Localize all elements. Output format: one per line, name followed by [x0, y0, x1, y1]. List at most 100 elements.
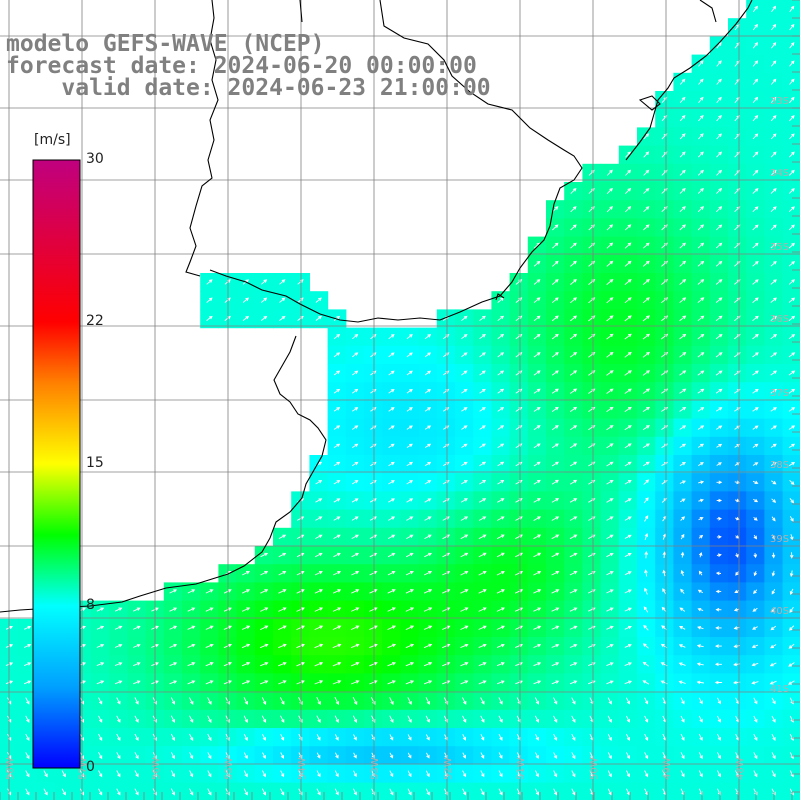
wind-arrow: [424, 425, 432, 430]
wind-arrow: [461, 334, 468, 340]
wind-arrow: [770, 114, 777, 122]
wind-arrow: [96, 662, 105, 667]
wind-arrow: [753, 589, 758, 595]
wind-arrow: [770, 443, 777, 448]
wind-arrow: [369, 643, 378, 649]
wind-arrow: [534, 788, 539, 796]
wind-arrow: [551, 571, 560, 576]
wind-arrow: [406, 480, 414, 485]
wind-arrow: [334, 752, 339, 759]
wind-arrow: [551, 643, 560, 648]
wind-arrow: [697, 333, 705, 340]
wind-arrow: [260, 625, 269, 631]
wind-arrow: [698, 570, 703, 576]
wind-arrow: [698, 770, 703, 778]
wind-arrow: [352, 788, 357, 796]
wind-arrow: [788, 407, 796, 412]
wind-arrow: [497, 352, 505, 358]
wind-arrow: [533, 461, 541, 467]
wind-arrow: [242, 297, 250, 303]
wind-arrow: [333, 407, 341, 412]
wind-arrow: [624, 260, 632, 267]
wind-arrow: [389, 715, 394, 723]
latitude-label: 40S: [770, 606, 789, 617]
wind-arrow: [314, 661, 324, 667]
wind-arrow: [644, 533, 649, 541]
wind-arrow: [134, 788, 139, 796]
wind-arrow: [260, 589, 269, 594]
wind-arrow: [261, 715, 267, 723]
wind-arrow: [314, 589, 323, 594]
wind-arrow: [223, 662, 232, 667]
wind-arrow: [278, 661, 287, 667]
wind-arrow: [170, 788, 175, 796]
wind-arrow: [478, 552, 487, 558]
wind-arrow: [424, 516, 432, 521]
wind-arrow: [187, 680, 196, 685]
wind-arrow: [679, 224, 686, 231]
wind-arrow: [606, 169, 613, 176]
wind-arrow: [698, 752, 703, 760]
wind-arrow: [443, 425, 450, 430]
wind-arrow: [752, 96, 759, 103]
wind-arrow: [496, 662, 505, 667]
wind-arrow: [424, 480, 432, 485]
speed-cell: [782, 746, 800, 765]
wind-arrow: [353, 734, 357, 741]
wind-arrow: [243, 770, 248, 778]
wind-arrow: [187, 625, 196, 630]
wind-arrow: [533, 443, 541, 449]
wind-arrow: [571, 733, 576, 741]
wind-arrow: [425, 697, 430, 705]
wind-arrow: [259, 643, 269, 649]
wind-arrow: [643, 169, 650, 176]
wind-arrow: [569, 406, 578, 412]
wind-arrow: [753, 516, 758, 521]
wind-arrow: [405, 552, 414, 558]
wind-arrow: [278, 589, 287, 594]
wind-arrow: [571, 715, 576, 723]
speed-cell: [109, 782, 128, 800]
wind-arrow: [187, 589, 196, 594]
longitude-label: 58W: [5, 757, 16, 780]
wind-arrow: [551, 461, 560, 467]
wind-arrow: [478, 534, 487, 540]
wind-arrow: [751, 662, 759, 667]
wind-arrow: [679, 333, 687, 340]
wind-arrow: [624, 425, 632, 431]
wind-arrow: [679, 260, 687, 267]
wind-arrow: [205, 625, 214, 630]
wind-arrow: [133, 680, 141, 685]
wind-arrow: [752, 352, 759, 358]
wind-arrow: [642, 333, 650, 340]
wind-arrow: [296, 607, 305, 612]
wind-arrow: [698, 534, 704, 539]
wind-arrow: [715, 279, 723, 285]
wind-arrow: [643, 479, 650, 485]
wind-arrow: [478, 643, 487, 649]
wind-arrow: [680, 752, 685, 760]
wind-arrow: [624, 242, 632, 249]
wind-arrow: [23, 680, 32, 685]
wind-arrow: [533, 425, 541, 431]
wind-arrow: [715, 206, 723, 213]
wind-arrow: [771, 516, 776, 522]
wind-arrow: [607, 715, 612, 723]
wind-arrow: [789, 133, 795, 140]
wind-arrow: [332, 643, 342, 649]
wind-arrow: [369, 571, 378, 576]
wind-arrow: [643, 151, 650, 158]
wind-arrow: [770, 96, 777, 103]
wind-arrow: [405, 680, 415, 685]
wind-arrow: [388, 352, 395, 358]
wind-arrow: [533, 680, 542, 685]
wind-arrow: [716, 480, 723, 485]
wind-arrow: [533, 589, 542, 594]
wind-arrow: [679, 206, 686, 213]
speed-cell: [91, 782, 110, 800]
wind-arrow: [770, 388, 777, 394]
wind-arrow: [207, 697, 212, 705]
wind-arrow: [752, 315, 759, 322]
wind-arrow: [752, 443, 759, 448]
longitude-label: 57W: [78, 757, 89, 780]
